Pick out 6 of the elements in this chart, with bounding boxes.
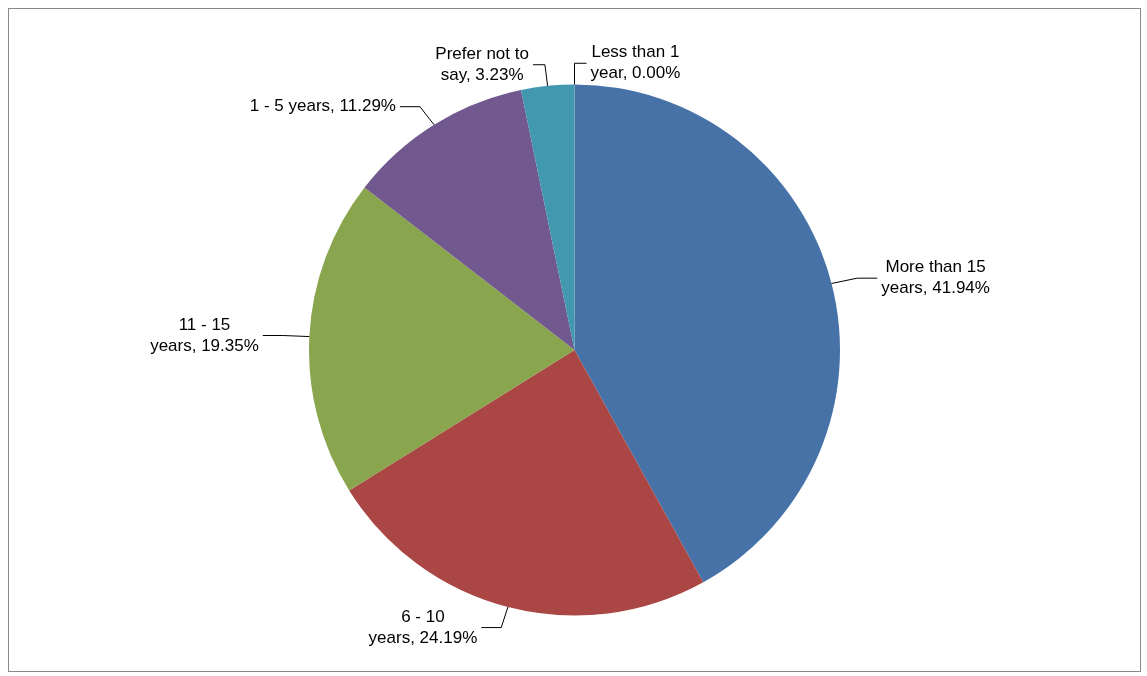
slice-label: Prefer not to say, 3.23% bbox=[435, 43, 529, 84]
slice-label: 6 - 10 years, 24.19% bbox=[368, 606, 478, 647]
slice-label: 1 - 5 years, 11.29% bbox=[249, 96, 396, 116]
slice-label: 11 - 15 years, 19.35% bbox=[150, 314, 259, 355]
slice-label: More than 15 years, 41.94% bbox=[881, 257, 990, 298]
legend-label: Less than 1 year, 0.00% bbox=[590, 42, 681, 83]
